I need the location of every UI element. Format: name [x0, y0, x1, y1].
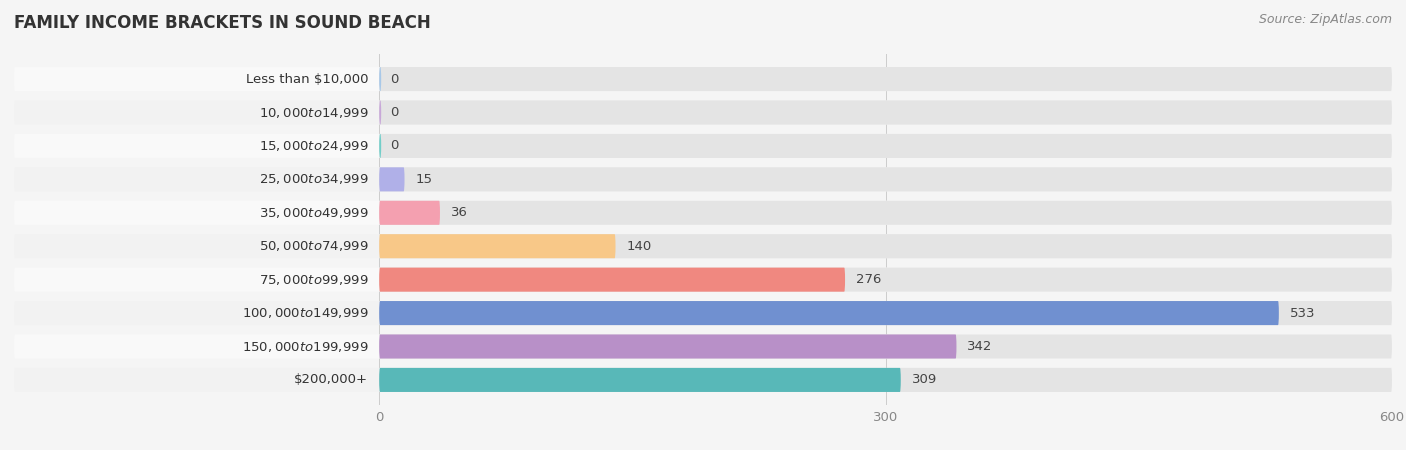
Text: $10,000 to $14,999: $10,000 to $14,999 [259, 105, 368, 120]
FancyBboxPatch shape [14, 301, 1392, 325]
Text: 0: 0 [391, 106, 398, 119]
FancyBboxPatch shape [14, 201, 1392, 225]
FancyBboxPatch shape [380, 67, 381, 91]
FancyBboxPatch shape [380, 301, 1279, 325]
FancyBboxPatch shape [380, 234, 616, 258]
Text: $50,000 to $74,999: $50,000 to $74,999 [259, 239, 368, 253]
FancyBboxPatch shape [380, 167, 1392, 191]
FancyBboxPatch shape [380, 100, 1392, 125]
FancyBboxPatch shape [380, 301, 1392, 325]
Text: 533: 533 [1289, 306, 1316, 320]
FancyBboxPatch shape [380, 134, 1392, 158]
Text: 342: 342 [967, 340, 993, 353]
Text: 0: 0 [391, 72, 398, 86]
FancyBboxPatch shape [14, 67, 1392, 91]
Text: $100,000 to $149,999: $100,000 to $149,999 [242, 306, 368, 320]
FancyBboxPatch shape [380, 334, 1392, 359]
FancyBboxPatch shape [380, 368, 1392, 392]
Text: FAMILY INCOME BRACKETS IN SOUND BEACH: FAMILY INCOME BRACKETS IN SOUND BEACH [14, 14, 430, 32]
Text: $35,000 to $49,999: $35,000 to $49,999 [259, 206, 368, 220]
Text: $200,000+: $200,000+ [294, 374, 368, 387]
Text: 36: 36 [451, 206, 468, 219]
FancyBboxPatch shape [380, 334, 956, 359]
FancyBboxPatch shape [380, 234, 1392, 258]
FancyBboxPatch shape [380, 134, 381, 158]
Text: $15,000 to $24,999: $15,000 to $24,999 [259, 139, 368, 153]
Text: 140: 140 [627, 240, 652, 253]
Text: 15: 15 [416, 173, 433, 186]
FancyBboxPatch shape [380, 201, 1392, 225]
Text: Source: ZipAtlas.com: Source: ZipAtlas.com [1258, 14, 1392, 27]
Text: $25,000 to $34,999: $25,000 to $34,999 [259, 172, 368, 186]
FancyBboxPatch shape [380, 268, 845, 292]
FancyBboxPatch shape [14, 167, 1392, 191]
Text: $150,000 to $199,999: $150,000 to $199,999 [242, 339, 368, 354]
Text: Less than $10,000: Less than $10,000 [246, 72, 368, 86]
Text: 0: 0 [391, 140, 398, 153]
FancyBboxPatch shape [14, 368, 1392, 392]
FancyBboxPatch shape [380, 201, 440, 225]
FancyBboxPatch shape [380, 67, 1392, 91]
FancyBboxPatch shape [380, 368, 901, 392]
FancyBboxPatch shape [14, 134, 1392, 158]
Text: 309: 309 [911, 374, 936, 387]
Text: 276: 276 [856, 273, 882, 286]
FancyBboxPatch shape [14, 334, 1392, 359]
FancyBboxPatch shape [380, 167, 405, 191]
FancyBboxPatch shape [14, 268, 1392, 292]
FancyBboxPatch shape [14, 100, 1392, 125]
FancyBboxPatch shape [380, 100, 381, 125]
Text: $75,000 to $99,999: $75,000 to $99,999 [259, 273, 368, 287]
FancyBboxPatch shape [380, 268, 1392, 292]
FancyBboxPatch shape [14, 234, 1392, 258]
